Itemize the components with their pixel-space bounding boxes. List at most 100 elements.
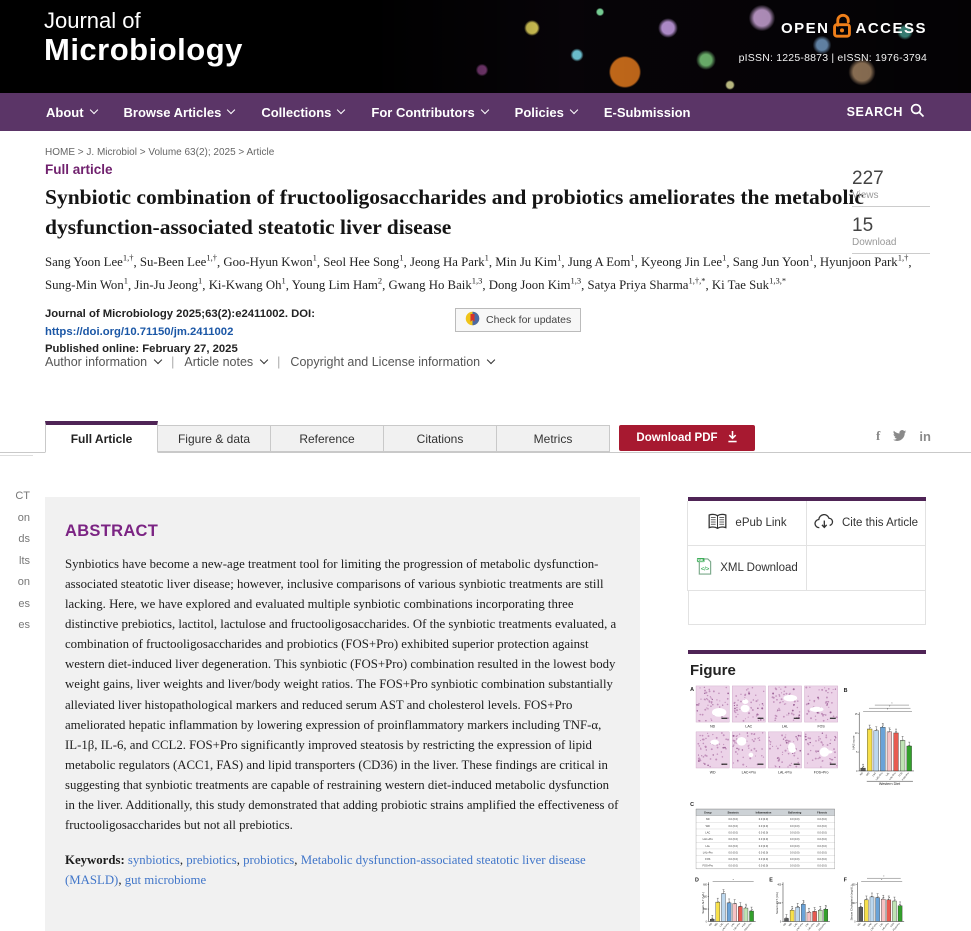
svg-text:ND: ND (860, 772, 864, 776)
keyword-link[interactable]: gut microbiome (124, 873, 207, 888)
svg-text:Serum AST (U/L): Serum AST (U/L) (775, 892, 779, 914)
keyword-link[interactable]: prebiotics (186, 853, 237, 868)
author-name[interactable]: Sang Jun Yoon1 (732, 253, 814, 270)
svg-text:LAC: LAC (872, 772, 877, 778)
svg-text:10: 10 (855, 733, 858, 735)
nav-item-collections[interactable]: Collections (261, 104, 346, 120)
author-name[interactable]: Hyunjoon Park1,† (819, 253, 909, 270)
keyword-link[interactable]: probiotics (243, 853, 295, 868)
svg-text:0.0 (0.0): 0.0 (0.0) (728, 851, 738, 854)
published-online-text: Published online: February 27, 2025 (45, 343, 238, 355)
outline-item-fragment[interactable]: CT (15, 490, 30, 502)
author-name[interactable]: Gwang Ho Baik1,3 (388, 275, 483, 292)
journal-logo[interactable]: Journal of Microbiology (44, 8, 243, 67)
search-button[interactable]: SEARCH (847, 93, 925, 131)
cite-this-article-button[interactable]: Cite this Article (806, 501, 926, 546)
info-link-label: Article notes (184, 355, 254, 369)
check-for-updates-button[interactable]: Check for updates (455, 308, 582, 332)
svg-text:LAC+Pro: LAC+Pro (875, 771, 884, 781)
author-name[interactable]: Seol Hee Song1 (323, 253, 404, 270)
svg-text:XML: XML (698, 558, 705, 562)
svg-text:0.0 (0.0): 0.0 (0.0) (817, 831, 827, 834)
tab-reference[interactable]: Reference (271, 425, 384, 452)
epub-book-icon (707, 513, 728, 533)
author-name[interactable]: Su-Been Lee1,† (139, 253, 217, 270)
nav-item-label: Collections (261, 104, 332, 120)
author-name[interactable]: Min Ju Kim1 (495, 253, 562, 270)
author-list: Sang Yoon Lee1,†, Su-Been Lee1,†, Goo-Hy… (45, 253, 912, 292)
svg-text:0.0 (0.0): 0.0 (0.0) (759, 845, 769, 848)
svg-text:0.0 (0.0): 0.0 (0.0) (728, 865, 738, 868)
nav-item-policies[interactable]: Policies (515, 105, 579, 120)
author-name[interactable]: Dong Joon Kim1,3 (488, 275, 582, 292)
twitter-icon[interactable] (892, 430, 907, 442)
author-name[interactable]: Goo-Hyun Kwon1 (223, 253, 317, 270)
outline-item-fragment[interactable]: es (18, 619, 30, 631)
nav-item-about[interactable]: About (46, 105, 98, 120)
svg-text:0.0 (0.0): 0.0 (0.0) (759, 858, 769, 861)
author-name[interactable]: Ki-Kwang Oh1 (208, 275, 286, 292)
nav-item-e-submission[interactable]: E-Submission (604, 105, 691, 120)
svg-text:WD: WD (710, 770, 716, 774)
svg-text:A: A (690, 687, 694, 693)
author-name[interactable]: Jin-Ju Jeong1 (134, 275, 203, 292)
outline-item-fragment[interactable]: es (18, 597, 30, 610)
keyword-link[interactable]: synbiotics (127, 853, 180, 868)
author-name[interactable]: Sung-Min Won1 (45, 275, 128, 292)
outline-item-fragment[interactable]: ds (18, 533, 30, 545)
author-name[interactable]: Ki Tae Suk1,3,* (711, 275, 787, 292)
svg-text:0.0 (0.0): 0.0 (0.0) (790, 845, 800, 848)
author-name[interactable]: Jung A Eom1 (567, 253, 635, 270)
doi-link[interactable]: https://doi.org/10.71150/jm.2411002 (45, 325, 234, 338)
epub-link-button[interactable]: ePub Link (687, 501, 807, 546)
svg-text:LAL+Pro: LAL+Pro (733, 922, 742, 931)
author-name[interactable]: Young Lim Ham2 (291, 275, 383, 292)
svg-text:0.0 (0.0): 0.0 (0.0) (728, 845, 738, 848)
info-link-copyright-and-license-information[interactable]: Copyright and License information (290, 355, 496, 369)
keyword-link[interactable]: Metabolic dysfunction-associated steatot… (65, 853, 586, 888)
abstract-section: ABSTRACT Synbiotics have become a new-ag… (45, 497, 640, 931)
tab-bar: Full Article Figure & data Reference Citati… (45, 421, 610, 453)
svg-text:0.0 (0.0): 0.0 (0.0) (728, 831, 738, 834)
tab-citations[interactable]: Citations (384, 425, 497, 452)
svg-text:LAL: LAL (730, 922, 735, 928)
author-name[interactable]: Jeong Ha Park1 (409, 253, 489, 270)
facebook-icon[interactable]: f (876, 428, 881, 443)
outline-item-fragment[interactable]: on (17, 576, 30, 588)
outline-item-fragment[interactable]: lts (19, 554, 30, 567)
author-name[interactable]: Sang Yoon Lee1,† (45, 253, 134, 270)
download-icon (727, 430, 738, 446)
nav-item-for-contributors[interactable]: For Contributors (371, 105, 489, 120)
svg-text:Ballooning: Ballooning (788, 812, 802, 815)
citation-block: Journal of Microbiology 2025;63(2):e2411… (45, 306, 465, 359)
svg-text:FOS: FOS (816, 923, 821, 928)
svg-text:0.0 (0.0): 0.0 (0.0) (790, 838, 800, 841)
svg-text:ND: ND (858, 923, 862, 927)
info-link-article-notes[interactable]: Article notes (184, 355, 269, 369)
linkedin-icon[interactable]: in (919, 428, 931, 444)
download-count: 15 (852, 215, 874, 236)
author-name[interactable]: Satya Priya Sharma1,†,* (587, 275, 706, 292)
tab-full-article[interactable]: Full Article (45, 421, 158, 453)
chevron-down-icon (337, 105, 346, 115)
nav-item-browse-articles[interactable]: Browse Articles (124, 105, 236, 120)
svg-text:LAL: LAL (782, 724, 788, 728)
breadcrumb[interactable]: HOME > J. Microbiol > Volume 63(2); 2025… (45, 147, 275, 158)
svg-text:Western Diet: Western Diet (879, 782, 900, 786)
download-pdf-button[interactable]: Download PDF (619, 425, 755, 451)
outline-item-fragment[interactable]: on (17, 511, 30, 524)
svg-text:FOS: FOS (891, 923, 896, 928)
svg-text:LAL+Pro: LAL+Pro (889, 771, 898, 780)
chevron-down-icon (227, 105, 236, 115)
xml-file-icon: XML </> (696, 557, 713, 579)
author-name[interactable]: Kyeong Jin Lee1 (641, 253, 727, 270)
tab-metrics[interactable]: Metrics (497, 425, 610, 452)
info-link-author-information[interactable]: Author information (45, 355, 163, 369)
tab-figure-data[interactable]: Figure & data (158, 425, 271, 452)
svg-text:LAL+Pro: LAL+Pro (703, 851, 714, 854)
svg-text:0.0 (0.0): 0.0 (0.0) (759, 851, 769, 854)
chevron-down-icon (486, 355, 496, 365)
xml-download-button[interactable]: XML </> XML Download (687, 546, 807, 591)
